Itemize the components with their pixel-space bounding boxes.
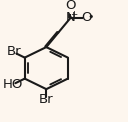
Text: +: + [70,10,77,19]
Text: O: O [81,11,92,25]
Text: Br: Br [7,45,22,58]
Text: •: • [87,12,94,22]
Text: Br: Br [39,93,54,106]
Text: O: O [65,0,76,12]
Text: HO: HO [3,78,23,91]
Text: N: N [66,11,75,25]
